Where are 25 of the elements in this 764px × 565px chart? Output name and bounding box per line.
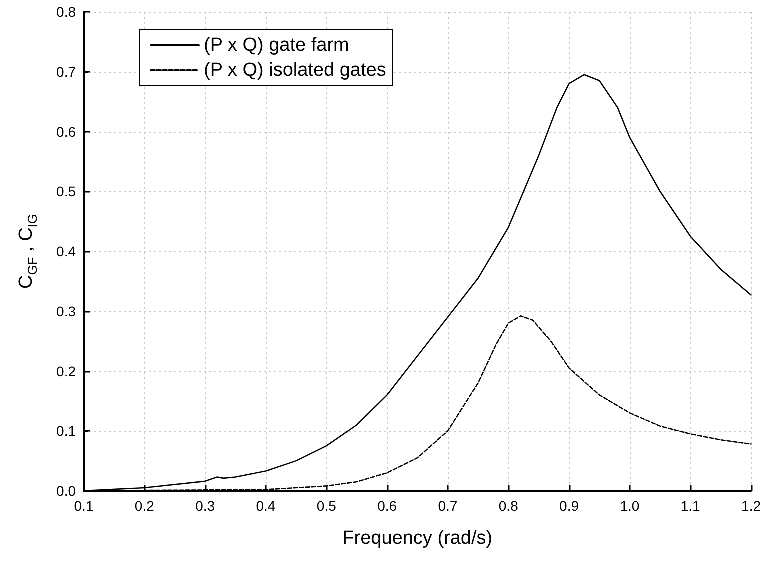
x-tick-label: 0.8 — [498, 498, 519, 514]
x-tick-label: 0.2 — [134, 498, 155, 514]
x-axis-title: Frequency (rad/s) — [342, 528, 493, 549]
y-tick-label: 0.4 — [56, 244, 76, 260]
x-tick-label: 0.6 — [378, 498, 398, 514]
x-tick-label: 0.7 — [438, 498, 458, 514]
x-tick-label: 0.9 — [560, 498, 580, 514]
y-tick-label: 0.5 — [56, 184, 76, 200]
y-tick-label: 0.6 — [56, 124, 76, 140]
y-tick-label: 0.1 — [56, 423, 76, 440]
x-tick-label: 1.1 — [680, 498, 701, 514]
y-tick-label: 0.0 — [56, 483, 76, 499]
x-tick-label: 0.1 — [74, 498, 94, 514]
y-tick-label: 0.8 — [56, 4, 76, 20]
legend-label: (P x Q) gate farm — [204, 35, 350, 56]
y-tick-label: 0.7 — [56, 64, 76, 80]
x-tick-label: 0.5 — [316, 498, 337, 514]
y-tick-label: 0.3 — [56, 303, 76, 320]
legend-label: (P x Q) isolated gates — [204, 60, 386, 81]
x-tick-label: 1.2 — [742, 498, 762, 514]
x-tick-label: 1.0 — [620, 498, 640, 514]
x-tick-label: 0.3 — [196, 498, 216, 514]
y-tick-label: 0.2 — [56, 363, 76, 380]
y-axis-title: CGF , CIG — [16, 214, 40, 290]
x-tick-label: 0.4 — [256, 498, 276, 514]
